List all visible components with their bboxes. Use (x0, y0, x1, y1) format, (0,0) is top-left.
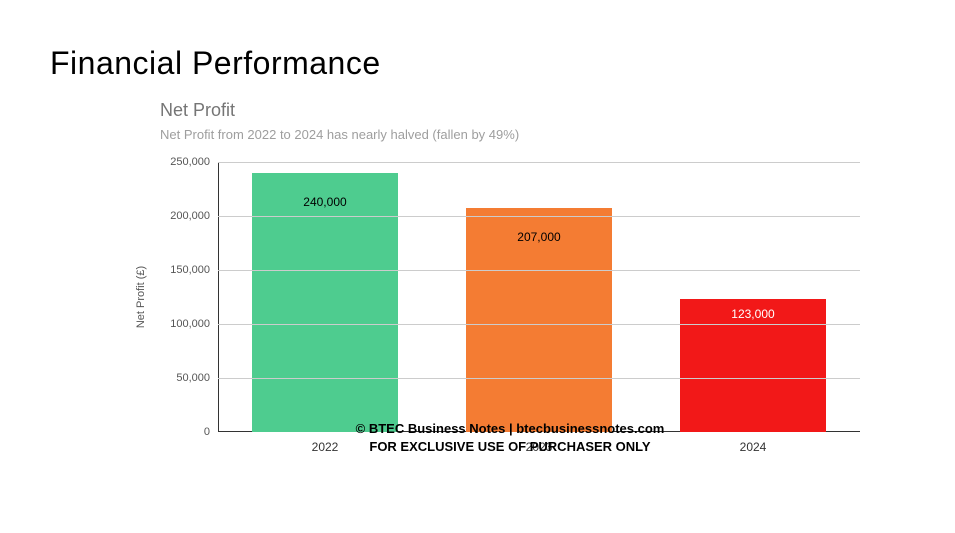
bar-value-label: 123,000 (731, 307, 774, 321)
footer-line-1: © BTEC Business Notes | btecbusinessnote… (160, 420, 860, 438)
y-tick-label: 250,000 (170, 156, 218, 168)
y-tick-label: 150,000 (170, 264, 218, 276)
chart-block: Net Profit Net Profit from 2022 to 2024 … (160, 100, 860, 432)
grid-line (218, 216, 860, 217)
bar-slot: 207,0002023 (432, 162, 646, 432)
chart-area: Net Profit (£) 240,0002022207,0002023123… (160, 162, 860, 432)
footer-line-2: FOR EXCLUSIVE USE OF PURCHASER ONLY (160, 438, 860, 456)
page-title: Financial Performance (50, 45, 915, 82)
bars-container: 240,0002022207,0002023123,0002024 (218, 162, 860, 432)
grid-line (218, 162, 860, 163)
footer-note: © BTEC Business Notes | btecbusinessnote… (160, 420, 860, 455)
bar: 207,000 (466, 208, 612, 432)
y-tick-label: 50,000 (176, 372, 218, 384)
y-tick-label: 200,000 (170, 210, 218, 222)
grid-line (218, 270, 860, 271)
bar-slot: 123,0002024 (646, 162, 860, 432)
y-axis-label: Net Profit (£) (135, 266, 147, 328)
grid-line (218, 378, 860, 379)
slide: Financial Performance Net Profit Net Pro… (0, 0, 955, 533)
bar: 240,000 (252, 173, 398, 432)
bar-value-label: 240,000 (303, 195, 346, 209)
bar: 123,000 (680, 299, 826, 432)
y-tick-label: 100,000 (170, 318, 218, 330)
plot-region: 240,0002022207,0002023123,0002024 050,00… (218, 162, 860, 432)
chart-subtitle: Net Profit from 2022 to 2024 has nearly … (160, 127, 860, 142)
chart-title: Net Profit (160, 100, 860, 121)
bar-value-label: 207,000 (517, 230, 560, 244)
grid-line (218, 324, 860, 325)
bar-slot: 240,0002022 (218, 162, 432, 432)
